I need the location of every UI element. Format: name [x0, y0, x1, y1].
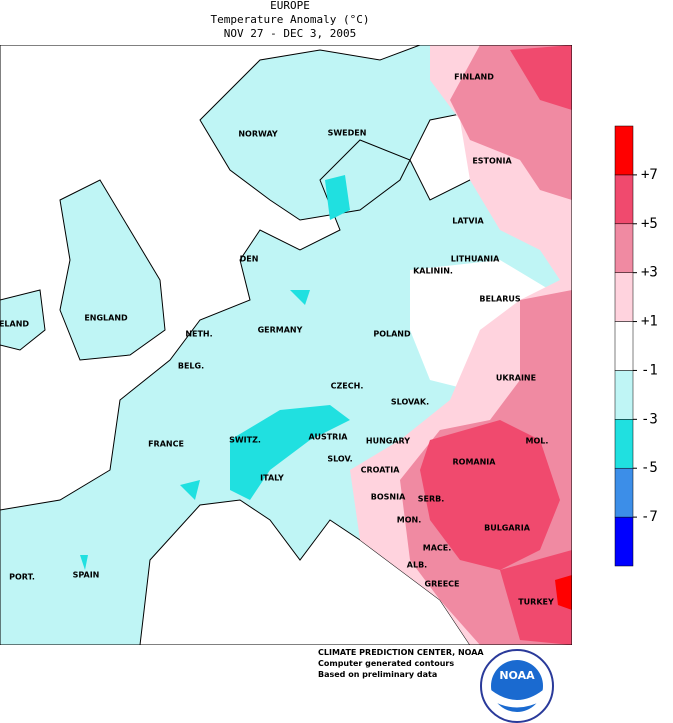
country-label: SERB.	[418, 495, 445, 504]
country-label: GERMANY	[258, 326, 303, 335]
legend-swatch	[614, 223, 634, 273]
country-label: UKRAINE	[496, 374, 536, 383]
legend-tick-label: -7	[641, 509, 658, 525]
country-label: ROMANIA	[453, 458, 497, 467]
country-label: KALININ.	[413, 267, 453, 276]
country-label: BELG.	[178, 362, 204, 371]
country-label: NORWAY	[238, 130, 278, 139]
country-label: BOSNIA	[371, 493, 406, 502]
country-label: PORT.	[9, 573, 35, 582]
country-label: SWITZ.	[229, 436, 261, 445]
legend-swatch	[614, 174, 634, 225]
map	[0, 45, 572, 645]
dates: NOV 27 - DEC 3, 2005	[224, 27, 356, 40]
country-label: SWEDEN	[328, 129, 367, 138]
country-label: AUSTRIA	[309, 433, 349, 442]
title: EUROPE	[270, 0, 310, 12]
legend-tick-label: +1	[641, 314, 658, 330]
subtitle: Temperature Anomaly (°C)	[211, 13, 370, 26]
legend-swatch	[614, 467, 634, 518]
country-label: BULGARIA	[484, 524, 531, 533]
country-label: ITALY	[260, 474, 284, 483]
legend-swatch	[614, 125, 634, 176]
country-label: ESTONIA	[472, 157, 512, 166]
country-label: SPAIN	[73, 571, 100, 580]
country-label: TURKEY	[518, 598, 554, 607]
country-label: POLAND	[373, 330, 411, 339]
country-label: HUNGARY	[366, 437, 410, 446]
legend-swatch	[614, 419, 634, 469]
country-label: SLOV.	[327, 455, 352, 464]
country-label: GREECE	[425, 580, 460, 589]
legend-tick-label: +5	[641, 216, 658, 232]
legend-swatch	[614, 272, 634, 322]
country-label: MACE.	[423, 544, 452, 553]
country-label: DEN	[240, 255, 259, 264]
country-label: ELAND	[0, 320, 29, 329]
country-label: CZECH.	[331, 382, 364, 391]
legend-swatch	[614, 321, 634, 371]
country-label: FINLAND	[454, 73, 494, 82]
country-label: MOL.	[526, 437, 549, 446]
legend-tick-label: +7	[641, 167, 658, 183]
country-label: LATVIA	[452, 217, 484, 226]
credit-line: Based on preliminary data	[318, 670, 437, 679]
country-label: CROATIA	[361, 466, 401, 475]
legend-tick-label: -5	[641, 460, 658, 476]
logo-text: NOAA	[499, 669, 535, 682]
credit-line: CLIMATE PREDICTION CENTER, NOAA	[318, 648, 484, 657]
country-label: SLOVAK.	[391, 398, 429, 407]
country-label: ENGLAND	[84, 314, 128, 323]
country-label: NETH.	[185, 330, 212, 339]
credit-line: Computer generated contours	[318, 659, 454, 668]
legend-tick-label: -3	[641, 411, 658, 427]
legend-swatch	[614, 370, 634, 420]
legend-swatch	[614, 516, 634, 567]
country-label: MON.	[397, 516, 422, 525]
legend-tick-label: -1	[641, 362, 658, 378]
country-label: ALB.	[407, 561, 427, 570]
country-label: LITHUANIA	[451, 255, 500, 264]
country-label: BELARUS	[479, 295, 521, 304]
legend-tick-label: +3	[641, 265, 658, 281]
country-label: FRANCE	[148, 440, 184, 449]
noaa-logo: NOAA	[480, 649, 554, 723]
